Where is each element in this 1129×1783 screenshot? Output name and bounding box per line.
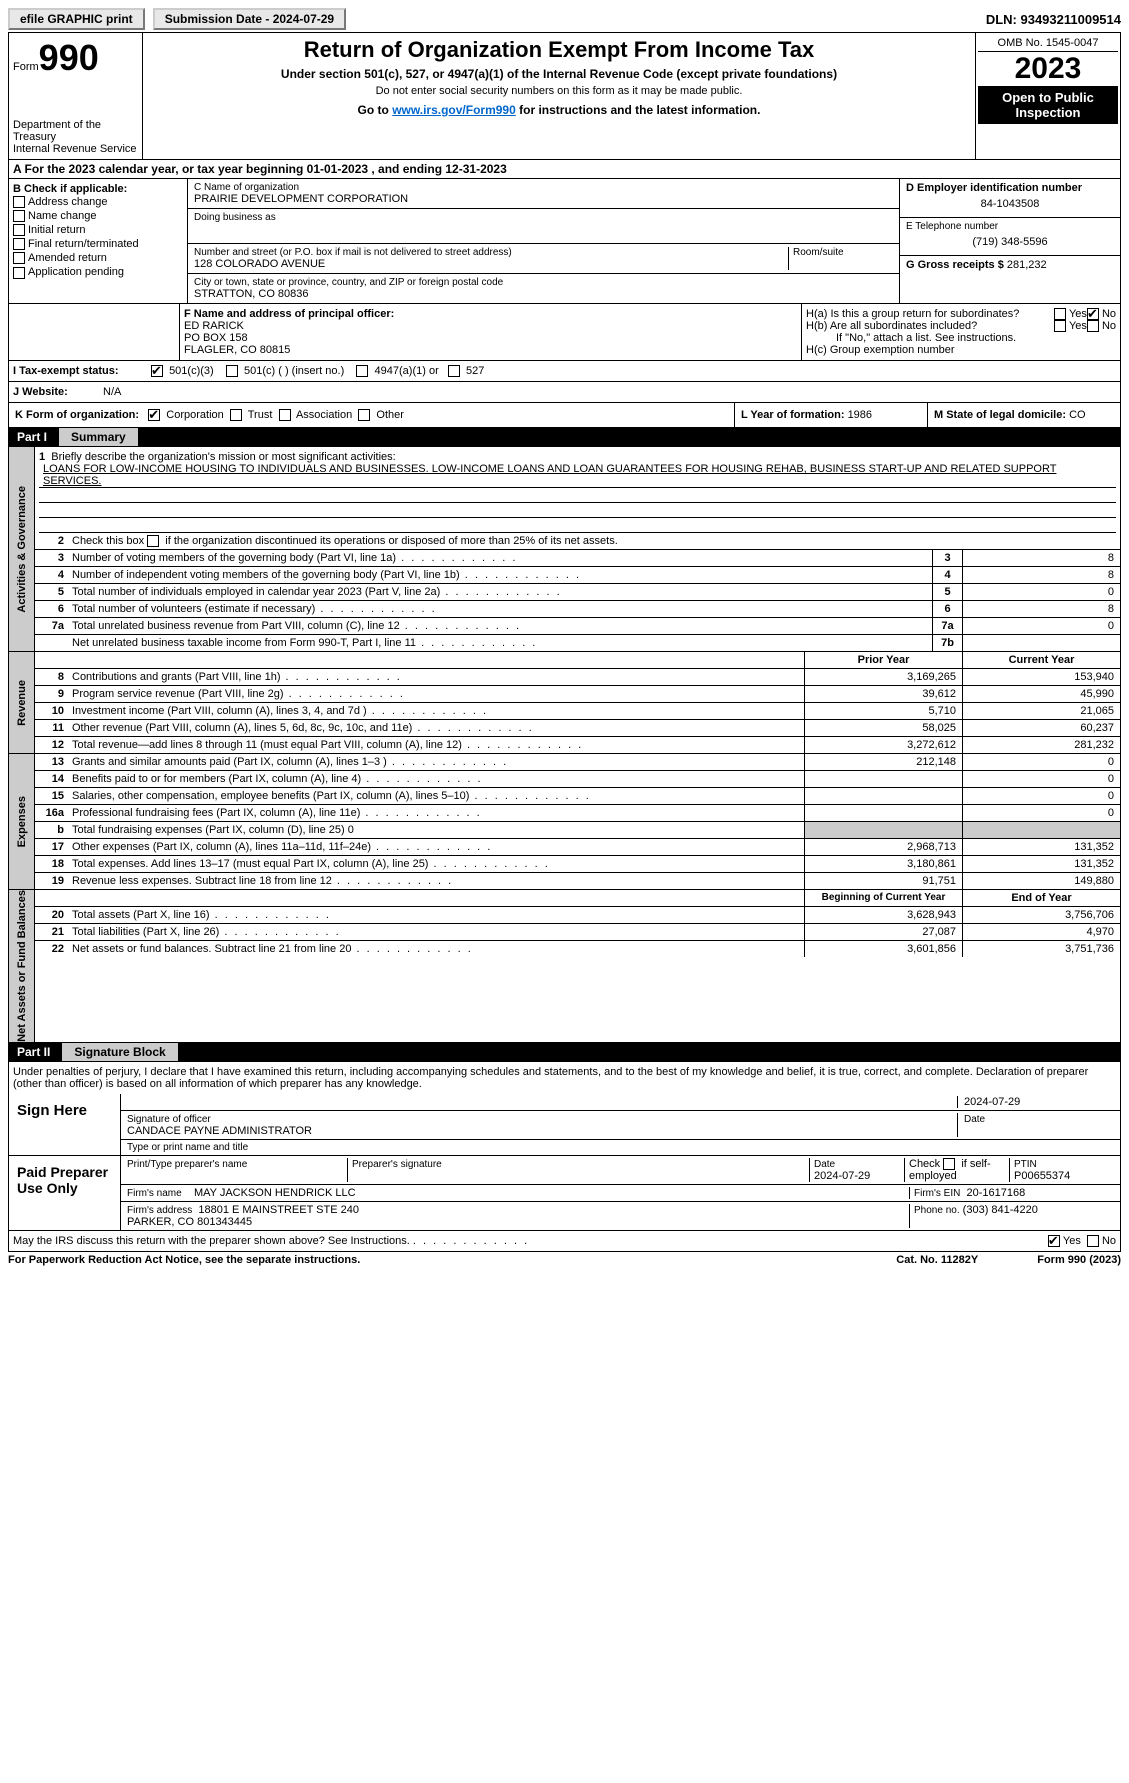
- may-discuss: May the IRS discuss this return with the…: [13, 1235, 1048, 1247]
- discuss-no-checkbox[interactable]: [1087, 1235, 1099, 1247]
- 501c3-checkbox[interactable]: [151, 365, 163, 377]
- b-checkbox[interactable]: [13, 224, 25, 236]
- city-label: City or town, state or province, country…: [194, 277, 893, 288]
- org-name: PRAIRIE DEVELOPMENT CORPORATION: [194, 193, 893, 205]
- activities-section: Activities & Governance 1 Briefly descri…: [8, 447, 1121, 652]
- officer-info: ED RARICK PO BOX 158 FLAGLER, CO 80815: [184, 320, 797, 356]
- street-address: 128 COLORADO AVENUE: [194, 258, 784, 270]
- h-note: If "No," attach a list. See instructions…: [806, 332, 1116, 344]
- paid-preparer-label: Paid Preparer Use Only: [9, 1156, 121, 1230]
- hb-label: H(b) Are all subordinates included?: [806, 320, 1054, 332]
- row-j: J Website: N/A: [8, 382, 1121, 403]
- expenses-tab: Expenses: [16, 796, 28, 847]
- 501c-checkbox[interactable]: [226, 365, 238, 377]
- year-formation: 1986: [848, 409, 872, 421]
- j-label: J Website:: [13, 386, 103, 398]
- k-checkbox[interactable]: [358, 409, 370, 421]
- declaration: Under penalties of perjury, I declare th…: [9, 1062, 1120, 1094]
- 527-checkbox[interactable]: [448, 365, 460, 377]
- current-year-hdr: Current Year: [962, 652, 1120, 668]
- netassets-tab: Net Assets or Fund Balances: [16, 890, 28, 1042]
- irs-link[interactable]: www.irs.gov/Form990: [392, 103, 516, 117]
- ha-label: H(a) Is this a group return for subordin…: [806, 308, 1054, 320]
- form-number: 990: [39, 37, 99, 78]
- row-a: A For the 2023 calendar year, or tax yea…: [8, 160, 1121, 179]
- ha-no-checkbox[interactable]: [1087, 308, 1099, 320]
- part-1-header: Part ISummary: [8, 428, 1121, 447]
- g-label: G Gross receipts $: [906, 259, 1007, 271]
- revenue-section: Revenue Prior YearCurrent Year 8Contribu…: [8, 652, 1121, 754]
- part-2-header: Part IISignature Block: [8, 1043, 1121, 1062]
- officer-name: CANDACE PAYNE ADMINISTRATOR: [127, 1125, 312, 1137]
- city-state-zip: STRATTON, CO 80836: [194, 288, 893, 300]
- k-label: K Form of organization:: [15, 409, 139, 421]
- row-klm: K Form of organization: Corporation Trus…: [8, 403, 1121, 428]
- ein-value: 84-1043508: [906, 194, 1114, 214]
- website-value: N/A: [103, 386, 121, 398]
- revenue-tab: Revenue: [16, 680, 28, 726]
- d-label: D Employer identification number: [906, 182, 1114, 194]
- mission-text: LOANS FOR LOW-INCOME HOUSING TO INDIVIDU…: [39, 463, 1116, 488]
- gross-receipts: 281,232: [1007, 259, 1047, 271]
- signature-block: Under penalties of perjury, I declare th…: [8, 1062, 1121, 1252]
- form-label: Form: [13, 61, 39, 73]
- sign-here-label: Sign Here: [9, 1094, 121, 1155]
- b-checkbox[interactable]: [13, 238, 25, 250]
- b-checkbox[interactable]: [13, 196, 25, 208]
- hb-no-checkbox[interactable]: [1087, 320, 1099, 332]
- goto-line: Go to www.irs.gov/Form990 for instructio…: [147, 103, 971, 117]
- k-checkbox[interactable]: [230, 409, 242, 421]
- i-label: I Tax-exempt status:: [9, 361, 147, 381]
- form-title: Return of Organization Exempt From Incom…: [147, 37, 971, 63]
- hc-label: H(c) Group exemption number: [806, 344, 1116, 356]
- sig-date: 2024-07-29: [957, 1096, 1114, 1108]
- c-name-label: C Name of organization: [194, 182, 893, 193]
- hb-yes-checkbox[interactable]: [1054, 320, 1066, 332]
- 4947-checkbox[interactable]: [356, 365, 368, 377]
- room-label: Room/suite: [793, 247, 893, 258]
- b-checkbox[interactable]: [13, 210, 25, 222]
- tax-year: 2023: [978, 52, 1118, 86]
- open-public: Open to Public Inspection: [978, 86, 1118, 124]
- ptin-value: P00655374: [1014, 1170, 1070, 1182]
- discuss-yes-checkbox[interactable]: [1048, 1235, 1060, 1247]
- expenses-section: Expenses 13Grants and similar amounts pa…: [8, 754, 1121, 890]
- dba-label: Doing business as: [194, 212, 893, 223]
- top-toolbar: efile GRAPHIC print Submission Date - 20…: [8, 8, 1121, 30]
- page-footer: For Paperwork Reduction Act Notice, see …: [8, 1252, 1121, 1268]
- firm-name: MAY JACKSON HENDRICK LLC: [194, 1187, 356, 1199]
- k-checkbox[interactable]: [279, 409, 291, 421]
- line2-checkbox[interactable]: [147, 535, 159, 547]
- netassets-section: Net Assets or Fund Balances Beginning of…: [8, 890, 1121, 1043]
- self-employed-checkbox[interactable]: [943, 1158, 955, 1170]
- state-domicile: CO: [1069, 409, 1086, 421]
- b-checkbox[interactable]: [13, 267, 25, 279]
- subtitle-1: Under section 501(c), 527, or 4947(a)(1)…: [147, 67, 971, 81]
- submission-button[interactable]: Submission Date - 2024-07-29: [153, 8, 346, 30]
- form-header: Form990 Department of the Treasury Inter…: [8, 32, 1121, 160]
- phone-value: (719) 348-5596: [906, 232, 1114, 252]
- ha-yes-checkbox[interactable]: [1054, 308, 1066, 320]
- subtitle-2: Do not enter social security numbers on …: [147, 85, 971, 97]
- omb-text: OMB No. 1545-0047: [978, 35, 1118, 52]
- e-label: E Telephone number: [906, 221, 1114, 232]
- prior-year-hdr: Prior Year: [804, 652, 962, 668]
- f-label: F Name and address of principal officer:: [184, 308, 797, 320]
- row-i: I Tax-exempt status: 501(c)(3) 501(c) ( …: [8, 361, 1121, 382]
- b-header: B Check if applicable:: [13, 183, 183, 195]
- section-f-h: F Name and address of principal officer:…: [8, 304, 1121, 361]
- dept-text: Department of the Treasury Internal Reve…: [13, 119, 138, 155]
- efile-button[interactable]: efile GRAPHIC print: [8, 8, 145, 30]
- section-b-to-g: B Check if applicable: Address changeNam…: [8, 179, 1121, 304]
- activities-tab: Activities & Governance: [16, 486, 28, 613]
- firm-phone: (303) 841-4220: [963, 1204, 1038, 1216]
- k-checkbox[interactable]: [148, 409, 160, 421]
- dln-text: DLN: 93493211009514: [986, 12, 1121, 27]
- b-checkbox[interactable]: [13, 252, 25, 264]
- addr-label: Number and street (or P.O. box if mail i…: [194, 247, 784, 258]
- firm-ein: 20-1617168: [966, 1187, 1025, 1199]
